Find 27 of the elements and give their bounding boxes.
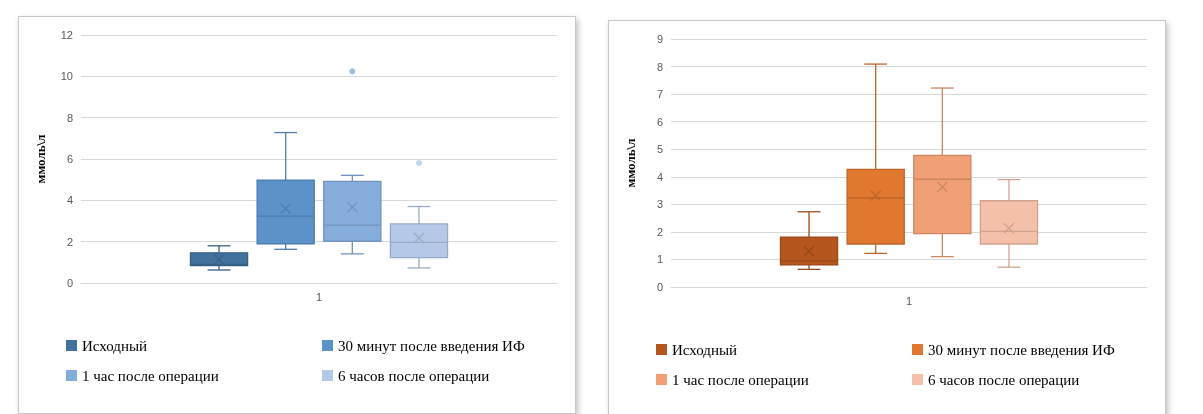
legend-label: Исходный (672, 341, 738, 358)
y-tick-label: 10 (60, 70, 73, 83)
legend-label: 6 часов после операции (928, 371, 1080, 388)
y-tick-label: 3 (656, 198, 663, 211)
legend-label: 1 час после операции (82, 367, 219, 384)
legend-label: 6 часов после операции (338, 367, 490, 384)
y-tick-label: 5 (656, 143, 663, 156)
y-tick-label: 8 (66, 111, 73, 124)
y-tick-label: 6 (66, 153, 73, 165)
legend-label: 1 час после операции (672, 371, 809, 388)
y-tick-label: 4 (66, 194, 73, 207)
y-tick-label: 9 (656, 33, 663, 45)
y-tick-label: 8 (656, 60, 663, 73)
legend-label: 30 минут после введения ИФ (338, 337, 525, 354)
y-tick-label: 7 (656, 88, 663, 101)
y-tick-label: 1 (656, 253, 663, 266)
y-axis-title: ммоль\л (623, 138, 638, 188)
y-tick-label: 6 (656, 115, 663, 128)
y-tick-label: 4 (656, 170, 663, 183)
y-tick-label: 2 (656, 225, 663, 238)
y-tick-label: 0 (656, 281, 663, 293)
legend-label: 30 минут после введения ИФ (928, 341, 1115, 358)
y-tick-label: 0 (66, 277, 73, 289)
y-tick-label: 12 (60, 29, 73, 41)
y-tick-label: 2 (66, 235, 73, 248)
y-axis-title: ммоль\л (33, 134, 48, 184)
legend-label: Исходный (82, 337, 148, 354)
